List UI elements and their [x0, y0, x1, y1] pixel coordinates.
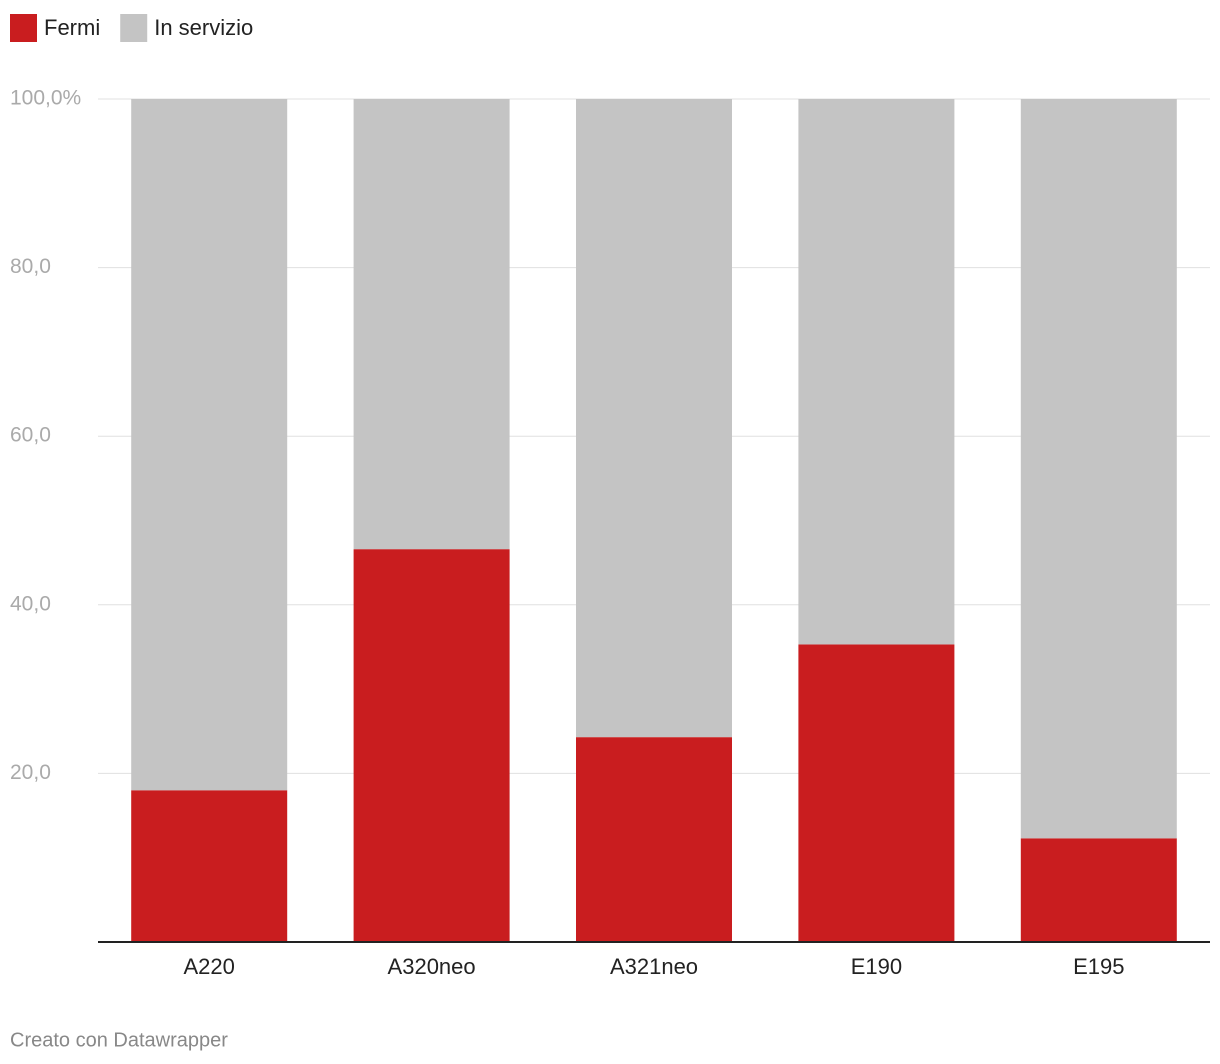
bar-segment: [131, 99, 288, 791]
y-tick-label: 60,0: [10, 424, 51, 447]
bar-segment: [353, 99, 510, 550]
bar-segment: [1020, 99, 1177, 839]
legend-swatch: [120, 14, 148, 42]
bar-segment: [798, 99, 955, 645]
y-tick-label: 80,0: [10, 255, 51, 278]
bar-segment: [131, 790, 288, 942]
bar-segment: [576, 99, 732, 738]
x-tick-label: A220: [184, 954, 235, 979]
legend-label: Fermi: [44, 15, 100, 40]
bar-segment: [1020, 838, 1177, 942]
legend-label: In servizio: [154, 15, 253, 40]
legend-swatch: [10, 14, 37, 42]
footer: Creato con Datawrapper: [10, 1029, 228, 1051]
x-tick-label: E190: [851, 954, 902, 979]
x-tick-label: A320neo: [388, 954, 476, 979]
bar-segment: [798, 644, 955, 942]
bar-segment: [353, 549, 510, 942]
x-tick-label: A321neo: [610, 954, 698, 979]
x-tick-label: E195: [1073, 954, 1124, 979]
y-tick-label: 20,0: [10, 761, 51, 784]
y-tick-label: 40,0: [10, 592, 51, 615]
bar-segment: [576, 737, 732, 942]
y-tick-label: 100,0%: [10, 87, 81, 110]
